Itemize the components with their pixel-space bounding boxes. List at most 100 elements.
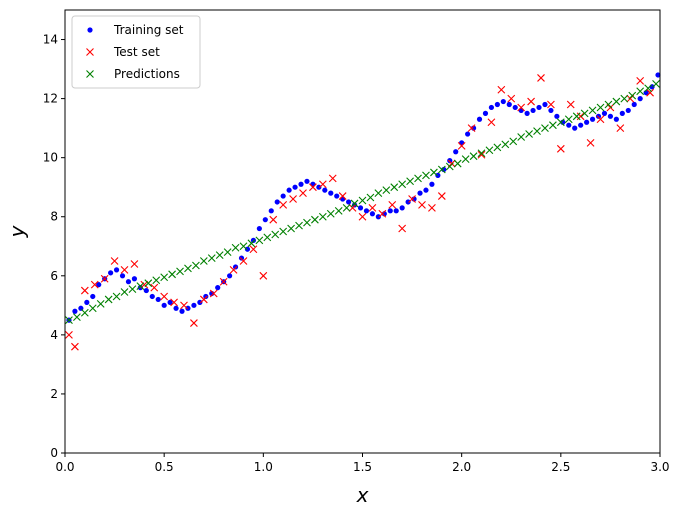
data-point xyxy=(422,171,430,180)
data-point xyxy=(601,110,608,116)
legend-marker xyxy=(86,48,94,56)
y-axis: 0 2 4 6 8 10 12 14 xyxy=(43,33,65,460)
data-point xyxy=(541,124,549,133)
data-point xyxy=(280,193,286,199)
legend-label: Training set xyxy=(113,23,184,37)
data-point xyxy=(295,221,303,230)
data-point xyxy=(316,184,322,190)
data-point xyxy=(437,192,446,200)
legend-entry: Predictions xyxy=(86,67,180,81)
data-point xyxy=(530,107,536,114)
data-point xyxy=(334,206,343,215)
data-point xyxy=(596,103,605,112)
data-point xyxy=(537,74,545,82)
data-point xyxy=(369,211,376,217)
data-point xyxy=(430,168,438,177)
data-point xyxy=(207,254,216,262)
data-point xyxy=(179,308,185,314)
data-point xyxy=(108,270,114,276)
data-point xyxy=(113,267,120,273)
data-point xyxy=(318,180,327,189)
data-point xyxy=(318,212,327,221)
data-point xyxy=(65,316,73,324)
data-point xyxy=(160,273,169,282)
data-point xyxy=(595,113,602,119)
data-point xyxy=(88,304,97,313)
data-point xyxy=(125,279,132,285)
data-point xyxy=(271,230,280,239)
data-point xyxy=(185,305,191,311)
y-tick-label: 8 xyxy=(50,210,58,224)
data-point xyxy=(644,84,652,93)
data-point xyxy=(414,174,422,183)
legend-box xyxy=(71,15,201,89)
data-point xyxy=(556,118,565,127)
legend-entry: Test set xyxy=(86,45,160,59)
data-point xyxy=(453,149,459,155)
data-point xyxy=(406,177,414,186)
data-point xyxy=(168,270,176,279)
data-point xyxy=(616,124,625,133)
data-point xyxy=(358,196,367,205)
series-layer xyxy=(65,72,661,351)
data-point xyxy=(477,149,486,158)
data-point xyxy=(227,273,233,279)
data-point xyxy=(363,208,370,214)
data-point xyxy=(130,260,139,268)
data-point xyxy=(398,224,407,233)
data-point xyxy=(232,264,239,270)
data-point xyxy=(517,103,526,112)
data-point xyxy=(279,227,288,236)
data-point xyxy=(378,209,387,218)
data-point xyxy=(184,264,192,273)
data-point xyxy=(269,215,278,224)
data-point xyxy=(255,236,264,245)
data-point xyxy=(326,209,335,218)
data-point xyxy=(149,293,155,300)
x-tick-label: 3.0 xyxy=(650,460,669,474)
data-point xyxy=(287,224,295,233)
data-point xyxy=(437,165,446,174)
data-point xyxy=(128,285,137,293)
data-point xyxy=(358,212,367,221)
data-point xyxy=(110,257,119,265)
data-point xyxy=(619,110,625,116)
data-point xyxy=(423,187,429,193)
data-point xyxy=(631,101,637,108)
data-point xyxy=(342,203,351,212)
data-point xyxy=(229,266,238,274)
data-point xyxy=(572,125,578,131)
data-point xyxy=(328,190,334,196)
data-point xyxy=(429,181,435,187)
data-point xyxy=(219,277,228,286)
data-point xyxy=(203,293,209,300)
data-point xyxy=(244,246,251,252)
data-point xyxy=(457,141,466,150)
data-point xyxy=(262,217,268,223)
data-point xyxy=(180,301,188,310)
data-point xyxy=(589,116,596,122)
data-point xyxy=(90,293,96,300)
legend-marker xyxy=(86,70,94,78)
data-point xyxy=(566,100,575,109)
data-point xyxy=(655,72,661,78)
data-point xyxy=(506,101,512,108)
data-point xyxy=(96,282,102,288)
data-point xyxy=(84,299,90,305)
y-tick-label: 6 xyxy=(50,269,58,283)
data-point xyxy=(487,118,496,127)
data-point xyxy=(368,203,377,212)
data-point xyxy=(263,233,272,242)
data-point xyxy=(501,140,510,149)
data-point xyxy=(131,276,138,282)
data-point xyxy=(173,305,179,311)
data-point xyxy=(461,155,470,164)
y-tick-label: 14 xyxy=(43,33,58,47)
y-tick-label: 12 xyxy=(43,92,58,106)
data-point xyxy=(256,225,262,232)
data-point xyxy=(374,189,383,197)
data-point xyxy=(298,181,304,187)
data-point xyxy=(388,201,397,209)
data-point xyxy=(65,330,73,339)
data-point xyxy=(604,100,613,109)
